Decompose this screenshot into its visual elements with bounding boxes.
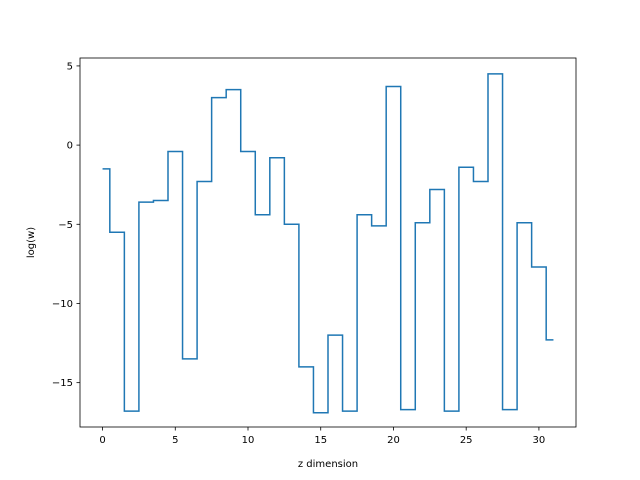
series-line-0: [102, 73, 554, 414]
x-tick-label: 30: [533, 435, 546, 446]
x-axis-label: z dimension: [298, 459, 358, 470]
y-axis-label: log(w): [26, 227, 37, 258]
series-layer: [102, 73, 554, 414]
y-tick-label: 5: [67, 61, 73, 72]
axes-frame: [79, 57, 577, 428]
y-tick-label: −15: [52, 378, 73, 389]
x-tick-label: 20: [387, 435, 400, 446]
x-tick-label: 0: [99, 435, 105, 446]
x-tick-label: 15: [314, 435, 327, 446]
y-tick-label: 0: [67, 141, 73, 152]
y-tick-label: −10: [52, 299, 73, 310]
x-tick-label: 25: [460, 435, 473, 446]
y-axis-ticks: 5 0 −5 −10 −15: [52, 61, 80, 389]
y-tick-label: −5: [58, 220, 73, 231]
x-tick-label: 5: [172, 435, 178, 446]
x-tick-label: 10: [242, 435, 255, 446]
x-axis-ticks: 0 5 10 15 20 25 30: [99, 427, 545, 446]
